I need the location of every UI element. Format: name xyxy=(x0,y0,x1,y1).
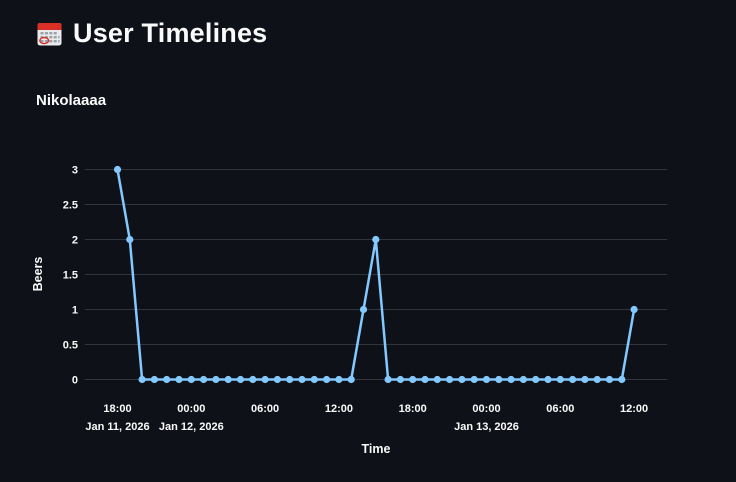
data-point[interactable] xyxy=(372,235,380,244)
data-point[interactable] xyxy=(532,375,540,384)
data-point[interactable] xyxy=(470,375,478,384)
x-tick-label: 18:00 xyxy=(103,403,131,415)
data-point[interactable] xyxy=(323,375,331,384)
data-point[interactable] xyxy=(396,375,404,384)
data-point[interactable] xyxy=(138,375,146,384)
data-point[interactable] xyxy=(150,375,158,384)
data-point[interactable] xyxy=(556,375,564,384)
y-tick-label: 1 xyxy=(72,305,78,317)
y-tick-label: 2 xyxy=(72,235,78,247)
data-point[interactable] xyxy=(384,375,392,384)
x-tick-label: 00:00 xyxy=(472,403,500,415)
page-header: User Timelines xyxy=(36,18,267,48)
data-point[interactable] xyxy=(507,375,515,384)
data-point[interactable] xyxy=(224,375,232,384)
x-axis-title: Time xyxy=(362,442,391,456)
data-point[interactable] xyxy=(458,375,466,384)
x-tick-label: 12:00 xyxy=(325,403,353,415)
data-point[interactable] xyxy=(298,375,306,384)
data-point[interactable] xyxy=(605,375,614,384)
y-axis-title: Beers xyxy=(31,257,45,292)
data-point[interactable] xyxy=(236,375,245,384)
data-point[interactable] xyxy=(310,375,318,384)
x-tick-label: 12:00 xyxy=(620,403,648,415)
y-tick-label: 3 xyxy=(72,165,78,177)
y-axis-ticks: 0 0.5 1 1.5 2 2.5 3 xyxy=(63,165,78,387)
data-point[interactable] xyxy=(163,375,171,384)
y-tick-label: 2.5 xyxy=(63,200,78,212)
data-point[interactable] xyxy=(359,305,368,314)
data-point[interactable] xyxy=(409,375,417,384)
x-axis-ticks: 18:00 Jan 11, 2026 00:00 Jan 12, 2026 06:00 1… xyxy=(85,403,648,433)
data-point[interactable] xyxy=(273,375,281,384)
x-tick-date-label: Jan 13, 2026 xyxy=(454,421,519,433)
data-point[interactable] xyxy=(630,305,638,314)
data-point[interactable] xyxy=(482,375,491,384)
y-tick-label: 0 xyxy=(72,375,78,387)
data-point[interactable] xyxy=(581,375,589,384)
data-point[interactable] xyxy=(113,165,122,174)
x-tick-label: 00:00 xyxy=(177,403,205,415)
data-point[interactable] xyxy=(421,375,429,384)
data-point[interactable] xyxy=(446,375,454,384)
data-point[interactable] xyxy=(212,375,220,384)
data-point[interactable] xyxy=(519,375,528,384)
data-point[interactable] xyxy=(433,375,441,384)
data-points xyxy=(113,165,638,384)
x-tick-label: 06:00 xyxy=(251,403,279,415)
x-tick-label: 18:00 xyxy=(399,403,427,415)
data-point[interactable] xyxy=(126,235,134,244)
data-point[interactable] xyxy=(200,375,208,384)
x-tick-date-label: Jan 11, 2026 xyxy=(85,421,149,433)
data-point[interactable] xyxy=(347,375,355,384)
x-tick-date-label: Jan 12, 2026 xyxy=(159,421,224,433)
data-point[interactable] xyxy=(187,375,195,384)
x-tick-label: 06:00 xyxy=(546,403,574,415)
gridlines xyxy=(85,169,667,380)
data-point[interactable] xyxy=(261,375,269,384)
data-point[interactable] xyxy=(593,375,601,384)
data-point[interactable] xyxy=(335,375,343,384)
user-name-heading: Nikolaaaa xyxy=(36,92,107,109)
data-point[interactable] xyxy=(544,375,552,384)
data-point[interactable] xyxy=(569,375,577,384)
data-point[interactable] xyxy=(495,375,503,384)
data-point[interactable] xyxy=(249,375,257,384)
y-tick-label: 0.5 xyxy=(63,340,78,352)
page-title: User Timelines xyxy=(73,18,268,48)
data-point[interactable] xyxy=(175,375,183,384)
data-point[interactable] xyxy=(618,375,626,384)
calendar-icon xyxy=(37,22,62,45)
data-point[interactable] xyxy=(286,375,294,384)
y-tick-label: 1.5 xyxy=(63,270,78,282)
